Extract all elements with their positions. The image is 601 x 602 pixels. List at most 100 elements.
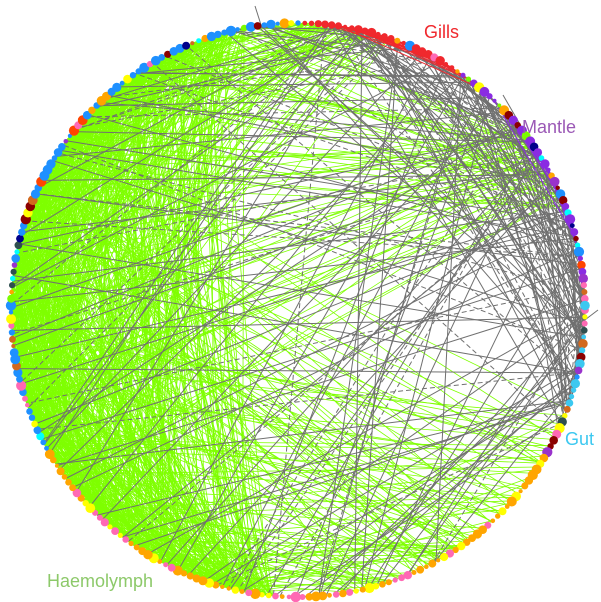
network-node	[61, 474, 68, 480]
network-node	[570, 228, 579, 237]
network-node	[366, 27, 377, 38]
network-node	[16, 380, 27, 391]
inter-tissue-edge	[21, 170, 549, 233]
inter-tissue-edge	[375, 33, 572, 400]
network-node	[403, 571, 412, 580]
inter-tissue-edge	[135, 46, 414, 75]
network-node	[198, 576, 208, 586]
network-node	[354, 25, 363, 34]
haemolymph-edge	[91, 89, 115, 510]
network-node	[353, 588, 359, 594]
network-node	[272, 592, 279, 600]
haemolymph-edge	[194, 39, 201, 579]
network-node	[53, 148, 63, 157]
haemolymph-edge	[92, 510, 350, 593]
network-node	[424, 564, 429, 569]
network-node	[443, 62, 449, 67]
haemolymph-edge	[83, 118, 261, 595]
network-node	[151, 55, 161, 66]
inter-tissue-edge	[343, 26, 519, 127]
network-node	[182, 41, 191, 50]
inter-tissue-edge	[152, 62, 560, 429]
network-node	[8, 310, 14, 315]
network-node	[44, 449, 55, 460]
inter-tissue-edge	[279, 145, 534, 597]
network-node	[574, 366, 583, 375]
network-node	[190, 41, 195, 46]
inter-tissue-edge	[72, 247, 579, 489]
network-node	[436, 558, 441, 563]
inter-tissue-edge	[381, 35, 583, 351]
haemolymph-edge	[11, 331, 559, 431]
inter-tissue-edge	[34, 211, 569, 425]
network-node	[240, 24, 248, 32]
haemolymph-edge	[23, 225, 52, 456]
inter-tissue-edge	[318, 339, 584, 597]
network-node	[521, 482, 529, 490]
network-node	[100, 518, 109, 527]
network-node	[67, 133, 72, 138]
network-node	[9, 289, 14, 295]
network-node	[581, 294, 589, 303]
haemolymph-edge	[94, 106, 107, 524]
haemolymph-edge	[46, 24, 329, 172]
inter-tissue-edge	[431, 311, 586, 564]
inter-tissue-edge	[337, 25, 546, 165]
network-node	[492, 98, 497, 103]
network-node	[457, 541, 466, 551]
inter-tissue-edge	[49, 24, 333, 455]
network-node	[28, 414, 36, 421]
inter-tissue-edge	[75, 29, 361, 493]
inter-tissue-edge	[73, 131, 531, 143]
network-node	[16, 375, 23, 383]
network-node	[468, 534, 476, 542]
network-node	[206, 31, 217, 42]
haemolymph-edge	[91, 508, 449, 555]
inter-tissue-edge	[117, 81, 473, 88]
inter-tissue-edge	[187, 179, 555, 576]
haemolymph-edge	[167, 54, 225, 588]
network-node	[30, 189, 41, 199]
haemolymph-edge	[42, 178, 468, 542]
inter-tissue-edge	[405, 321, 586, 576]
inter-tissue-edge	[96, 97, 492, 107]
inter-tissue-edge	[584, 309, 599, 321]
inter-tissue-edge	[470, 81, 569, 406]
network-node	[117, 532, 123, 539]
network-node	[295, 20, 301, 26]
inter-tissue-edge	[11, 316, 585, 331]
network-node	[88, 106, 96, 115]
haemolymph-edge	[13, 269, 209, 583]
network-node	[11, 262, 18, 268]
inter-tissue-edge	[74, 27, 350, 131]
haemolymph-edge	[209, 36, 242, 592]
network-node	[379, 581, 386, 588]
haemolymph-edge	[33, 22, 304, 200]
inter-tissue-edge	[203, 313, 586, 582]
inter-tissue-edge	[241, 383, 576, 592]
inter-tissue-edge	[55, 399, 571, 465]
inter-tissue-edge	[227, 122, 516, 589]
inter-tissue-edge	[135, 72, 465, 77]
inter-tissue-edge	[10, 126, 520, 309]
haemolymph-edge	[18, 245, 465, 545]
network-node	[167, 563, 176, 572]
inter-tissue-edge	[232, 30, 428, 55]
haemolymph-edge	[200, 572, 414, 581]
network-node	[46, 159, 56, 169]
network-node	[250, 588, 261, 599]
network-node	[565, 214, 576, 225]
inter-tissue-edge	[88, 64, 448, 508]
haemolymph-edge	[56, 464, 136, 547]
network-node	[346, 588, 354, 596]
network-node	[138, 547, 147, 556]
network-node	[288, 20, 295, 27]
network-node	[82, 110, 92, 120]
network-node	[318, 591, 328, 601]
haemolymph-edge	[62, 22, 310, 147]
network-node	[392, 577, 398, 583]
inter-tissue-edge	[330, 24, 562, 425]
network-node	[582, 314, 588, 320]
inter-tissue-edge	[364, 30, 579, 248]
network-node	[578, 267, 587, 276]
